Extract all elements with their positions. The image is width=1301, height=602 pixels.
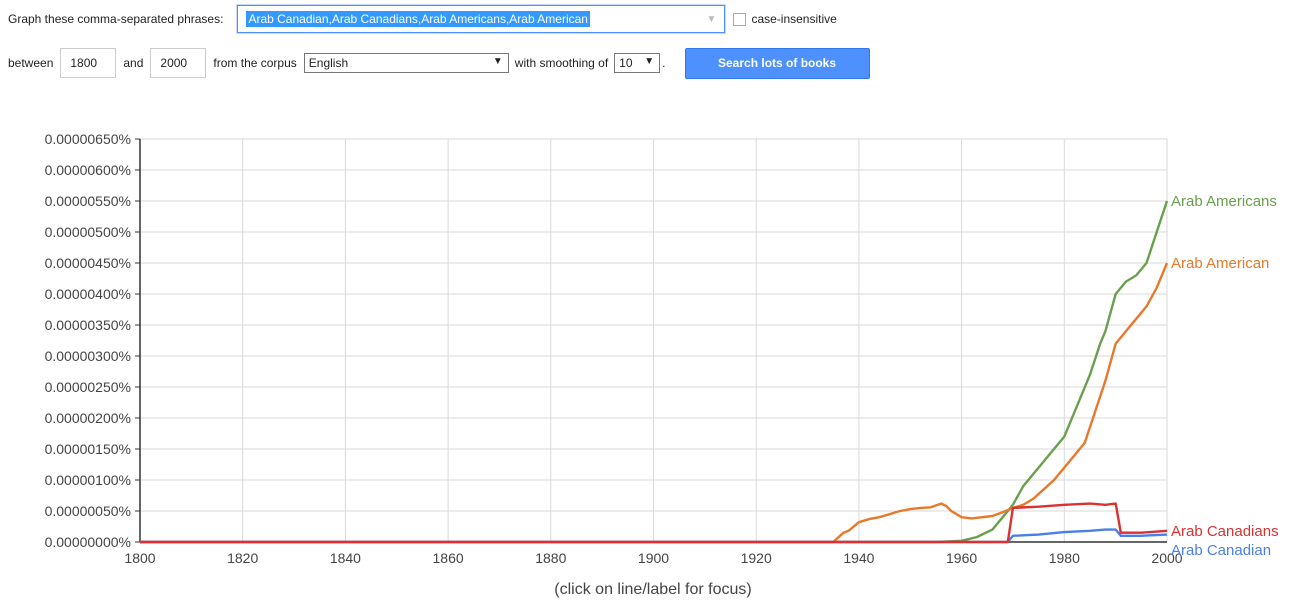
end-year-input[interactable]: 2000 [150, 48, 207, 78]
case-insensitive-label: case-insensitive [751, 12, 837, 26]
range-row: between 1800 and 2000 from the corpus En… [8, 47, 870, 79]
x-tick-label: 2000 [1151, 550, 1182, 566]
x-axis-label: (click on line/label for focus) [554, 581, 751, 598]
x-tick-label: 1960 [946, 550, 977, 566]
y-tick-label: 0.00000100% [45, 472, 131, 488]
series-line[interactable] [140, 502, 1168, 544]
smoothing-label: with smoothing of [514, 56, 609, 70]
x-tick-label: 1800 [124, 550, 155, 566]
chart-grid [140, 138, 1168, 542]
and-label: and [123, 56, 144, 70]
phrases-label: Graph these comma-separated phrases: [8, 12, 224, 26]
x-tick-label: 1840 [330, 550, 361, 566]
series-line[interactable] [140, 528, 1168, 544]
y-tick-label: 0.00000250% [45, 379, 131, 395]
start-year-input[interactable]: 1800 [60, 48, 117, 78]
dropdown-arrow-icon[interactable]: ▼ [706, 14, 717, 25]
y-tick-label: 0.00000550% [45, 193, 131, 209]
series-line[interactable] [140, 262, 1169, 544]
series-line[interactable] [140, 200, 1169, 544]
y-tick-label: 0.00000000% [45, 534, 131, 550]
x-tick-label: 1920 [741, 550, 772, 566]
series-label[interactable]: Arab Americans [1171, 193, 1277, 210]
y-tick-label: 0.00000450% [45, 255, 131, 271]
x-tick-label: 1940 [843, 550, 874, 566]
search-button[interactable]: Search lots of books [684, 47, 870, 79]
chart-series-labels[interactable]: Arab Americans Arab American Arab Canadian… [1171, 193, 1279, 559]
x-tick-label: 1900 [638, 550, 669, 566]
case-insensitive-checkbox[interactable] [733, 12, 747, 26]
phrases-input-value: Arab Canadian,Arab Canadians,Arab Americ… [246, 11, 590, 27]
smoothing-select[interactable]: 10 ▼ [614, 53, 661, 73]
x-tick-label: 1980 [1049, 550, 1080, 566]
period: . [662, 56, 666, 70]
series-label[interactable]: Arab Canadian [1171, 542, 1271, 559]
phrases-input[interactable]: Arab Canadian,Arab Canadians,Arab Americ… [237, 5, 726, 33]
chart-lines[interactable] [140, 200, 1169, 544]
y-tick-label: 0.00000150% [45, 441, 131, 457]
y-tick-label: 0.00000600% [45, 162, 131, 178]
phrases-row: Graph these comma-separated phrases: Ara… [8, 4, 837, 34]
smoothing-chevron-down-icon: ▼ [644, 56, 655, 67]
corpus-value: English [308, 56, 349, 70]
y-tick-label: 0.00000650% [45, 131, 131, 147]
smoothing-value: 10 [619, 56, 633, 70]
series-label[interactable]: Arab Canadians [1171, 523, 1279, 540]
series-label[interactable]: Arab American [1171, 255, 1269, 272]
y-tick-label: 0.00000050% [45, 503, 131, 519]
corpus-select[interactable]: English ▼ [303, 53, 509, 73]
x-tick-label: 1860 [433, 550, 464, 566]
y-tick-label: 0.00000400% [45, 286, 131, 302]
between-label: between [8, 56, 54, 70]
x-tick-label: 1880 [535, 550, 566, 566]
y-tick-label: 0.00000500% [45, 224, 131, 240]
corpus-chevron-down-icon: ▼ [492, 56, 503, 67]
corpus-label: from the corpus [213, 56, 297, 70]
y-tick-label: 0.00000350% [45, 317, 131, 333]
y-tick-label: 0.00000200% [45, 410, 131, 426]
chart-axes: 1800 1820 1840 1860 1880 1900 1920 1940 1960 1980… [45, 131, 1183, 566]
x-tick-label: 1820 [227, 550, 258, 566]
y-tick-label: 0.00000300% [45, 348, 131, 364]
